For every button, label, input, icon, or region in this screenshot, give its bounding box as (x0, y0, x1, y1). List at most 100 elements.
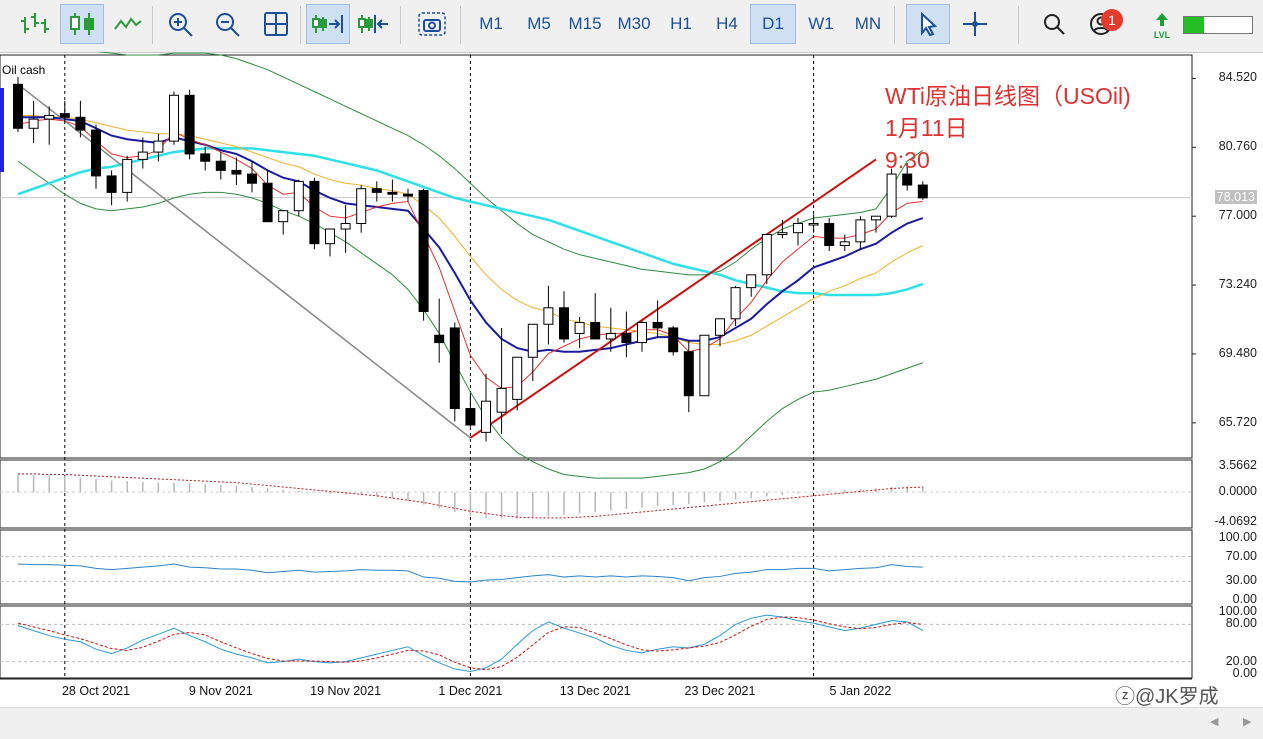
candle-body (512, 356, 523, 400)
timeframe-d1-button[interactable]: D1 (750, 4, 796, 44)
timeframe-m15-button[interactable]: M15 (568, 14, 602, 33)
crosshair-button[interactable] (954, 4, 996, 44)
date-tick-label: 13 Dec 2021 (559, 684, 631, 698)
candle-body (574, 321, 585, 334)
signal-button[interactable] (1146, 4, 1178, 44)
bar-chart-icon (19, 11, 49, 37)
price-tick-label: 77.000 (1218, 208, 1257, 223)
zoom-in-button[interactable] (160, 4, 202, 44)
candle-body (59, 113, 70, 118)
candle-body (777, 232, 788, 236)
timeframe-mn-button[interactable]: MN (854, 14, 882, 33)
timeframe-m5-button[interactable]: M5 (527, 14, 551, 33)
macd-tick-label: 3.5662 (1218, 458, 1257, 472)
candle-body (715, 318, 725, 336)
price-chart[interactable] (0, 52, 1263, 707)
timeframe-m1-button[interactable]: M1 (479, 14, 503, 33)
price-tick-label: 65.720 (1218, 414, 1257, 429)
toolbar-separator (1018, 6, 1019, 44)
candle-body (247, 173, 257, 184)
candle-body (902, 173, 913, 186)
stochastic-tick-label: 0.00 (1232, 666, 1257, 680)
candle-body (668, 327, 679, 353)
chart-shift-icon (357, 11, 391, 37)
date-tick-label: 23 Dec 2021 (684, 684, 756, 698)
candle-body (527, 323, 538, 358)
candle-body (137, 151, 148, 160)
candle-body (871, 215, 881, 221)
timeframe-h4-button[interactable]: H4 (716, 14, 738, 33)
search-button[interactable] (1034, 4, 1074, 44)
price-tick-label: 84.520 (1218, 70, 1257, 85)
candle-body (730, 287, 741, 320)
price-tick-label: 69.480 (1218, 345, 1257, 360)
stochastic-tick-label: 100.00 (1218, 604, 1257, 618)
candlestick-button[interactable] (60, 4, 104, 44)
date-tick-label: 28 Oct 2021 (61, 684, 131, 698)
candle-body (309, 180, 320, 245)
candle-body (13, 83, 23, 129)
candle-body (169, 94, 179, 142)
timeframe-w1-button[interactable]: W1 (808, 14, 834, 33)
candle-body (153, 140, 164, 153)
stochastic-signal-line (17, 616, 923, 671)
horizontal-scrollbar[interactable]: ◀ ▶ (0, 707, 1263, 739)
watermark: ⓩ@JK罗成 (1115, 680, 1219, 709)
candle-body (387, 191, 398, 195)
candle-body (356, 188, 367, 225)
price-tick-label: 73.240 (1218, 277, 1257, 292)
timeframe-h1-button[interactable]: H1 (670, 14, 692, 33)
candle-body (434, 334, 445, 344)
zhihu-icon: ⓩ (1115, 686, 1135, 708)
current-price-label: 78.013 (1214, 189, 1257, 204)
candle-body (793, 223, 803, 234)
ma-slow-line (17, 147, 924, 297)
scroll-right-icon[interactable]: ▶ (1243, 716, 1252, 728)
candle-body (917, 184, 928, 199)
grid-button[interactable] (254, 4, 298, 44)
toolbar-separator (894, 6, 895, 44)
candle-body (637, 321, 647, 344)
rsi-tick-label: 70.00 (1225, 548, 1257, 563)
candle-body (340, 223, 351, 230)
toolbar-separator (300, 6, 301, 44)
symbol-label: Oil cash (2, 63, 46, 77)
toolbar-separator (152, 6, 153, 44)
candle-body (91, 129, 101, 177)
candle-body (231, 169, 242, 175)
zoom-out-icon (213, 11, 243, 37)
annotation-time: 9:30 (885, 147, 930, 173)
candle-body (496, 387, 507, 413)
zoom-out-button[interactable] (207, 4, 249, 44)
screenshot-button[interactable] (412, 4, 452, 44)
candle-body (293, 180, 304, 212)
cursor-button[interactable] (906, 4, 950, 44)
rsi-line (17, 563, 923, 583)
crosshair-icon (960, 11, 990, 37)
candle-body (418, 190, 429, 312)
stochastic-main-line (17, 614, 924, 673)
scroll-left-icon[interactable]: ◀ (1210, 716, 1219, 728)
toolbar-separator (400, 6, 401, 44)
candle-body (449, 327, 460, 410)
candle-body (325, 228, 335, 245)
autoscroll-button[interactable] (306, 4, 350, 44)
chart-shift-button[interactable] (352, 4, 396, 44)
candle-body (808, 223, 819, 226)
cursor-icon (913, 11, 943, 37)
line-chart-icon (113, 11, 143, 37)
candle-body (855, 219, 866, 243)
signal-icon (1147, 11, 1177, 37)
stochastic-tick-label: 20.00 (1225, 653, 1257, 668)
zoom-in-icon (166, 11, 196, 37)
bar-chart-button[interactable] (14, 4, 54, 44)
grid-icon (261, 11, 291, 37)
ma-mid-line (18, 116, 924, 353)
timeframe-m30-button[interactable]: M30 (617, 14, 651, 33)
candle-body (746, 274, 757, 289)
candle-body (184, 94, 195, 155)
candlestick-icon (67, 11, 97, 37)
candle-body (262, 182, 273, 223)
candle-body (699, 334, 710, 397)
line-chart-button[interactable] (107, 4, 149, 44)
